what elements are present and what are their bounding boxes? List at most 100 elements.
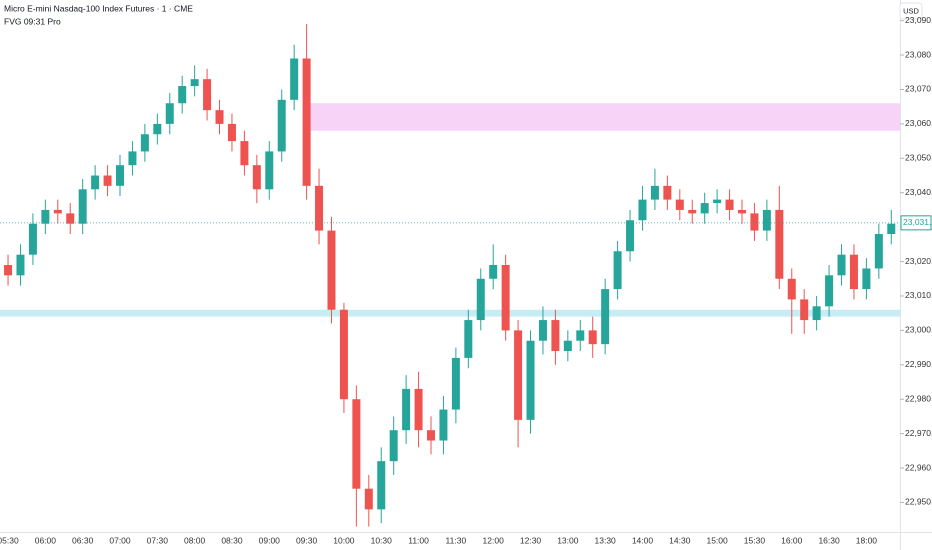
y-tick-label: 22,960.00 — [905, 462, 932, 472]
candle-body — [402, 388, 411, 431]
chart-title: Micro E-mini Nasdaq-100 Index Futures · … — [4, 3, 193, 13]
candle-body — [563, 340, 572, 352]
candle-body — [116, 165, 124, 186]
x-tick-label: 06:00 — [35, 535, 57, 545]
candle-body — [738, 209, 746, 214]
candle-body — [215, 110, 224, 124]
candle-body — [775, 209, 784, 279]
last-price-box — [900, 215, 932, 231]
candle-body — [165, 103, 174, 124]
zones — [0, 103, 901, 317]
x-tick-label: 11:00 — [408, 535, 429, 545]
candle-body — [103, 175, 112, 186]
candle-body — [588, 330, 597, 345]
candle-body — [713, 199, 722, 204]
candle-body — [638, 199, 647, 221]
x-tick-label: 06:30 — [72, 535, 94, 545]
candle-body — [315, 185, 324, 231]
y-tick-label: 23,070.00 — [905, 84, 932, 94]
candle-body — [352, 399, 361, 489]
candle-body — [464, 320, 473, 358]
x-tick-label: 09:30 — [296, 535, 318, 545]
candle-body — [178, 86, 187, 104]
candle-body — [53, 209, 62, 214]
x-tick-label: 09:00 — [259, 535, 281, 545]
y-tick-label: 23,000.00 — [905, 325, 932, 335]
candle-body — [128, 151, 137, 166]
zone — [308, 103, 901, 131]
candle-body — [849, 254, 858, 290]
candle-body — [601, 289, 610, 345]
x-tick-label: 16:30 — [818, 535, 840, 545]
currency-label[interactable]: USD — [903, 6, 919, 15]
x-tick-label: 13:00 — [557, 535, 579, 545]
x-tick-label: 18:00 — [856, 535, 878, 545]
candle-body — [675, 199, 684, 210]
x-tick-label: 15:00 — [706, 535, 728, 545]
indicator-label: FVG 09:31 Pro — [4, 16, 61, 26]
candle-body — [302, 58, 311, 186]
candle-body — [750, 213, 759, 231]
candle-body — [538, 320, 547, 341]
candle-body — [277, 99, 286, 152]
candle-body — [140, 134, 149, 152]
candle-body — [16, 254, 25, 276]
candle-body — [153, 123, 162, 135]
candle-body — [725, 199, 734, 210]
candle-body — [787, 278, 796, 300]
candle-body — [862, 268, 871, 290]
candle-body — [650, 185, 659, 200]
candle-body — [874, 234, 883, 269]
candle-body — [240, 141, 249, 166]
candle-body — [427, 430, 435, 441]
candle-body — [339, 309, 348, 400]
y-tick-label: 23,090.00 — [905, 15, 932, 25]
candle-body — [663, 185, 672, 200]
candle-body — [613, 251, 622, 290]
x-tick-label: 07:30 — [147, 535, 169, 545]
candle-body — [28, 223, 37, 255]
candle-body — [377, 461, 386, 510]
candle-body — [837, 254, 846, 276]
candle-body — [227, 123, 236, 142]
candle-body — [812, 306, 821, 321]
x-tick-label: 12:00 — [483, 535, 505, 545]
x-tick-label: 10:00 — [333, 535, 355, 545]
y-tick-label: 22,950.00 — [905, 497, 932, 507]
y-tick-label: 23,020.00 — [905, 256, 932, 266]
candle-body — [476, 278, 485, 321]
candle-body — [551, 320, 560, 352]
y-tick-label: 22,980.00 — [905, 393, 932, 403]
zone — [0, 309, 900, 317]
candle-body — [825, 275, 834, 307]
candle-body — [290, 58, 299, 100]
currency-button[interactable] — [899, 2, 923, 20]
x-tick-label: 16:00 — [781, 535, 803, 545]
x-tick-label: 14:00 — [632, 535, 654, 545]
y-tick-label: 23,040.00 — [905, 187, 932, 197]
candle-body — [389, 430, 398, 462]
candle-body — [700, 203, 709, 214]
candle-body — [78, 189, 87, 224]
y-tick-label: 22,970.00 — [905, 428, 932, 438]
y-tick-label: 23,080.00 — [905, 49, 932, 59]
candle-body — [439, 409, 448, 441]
candle-body — [364, 488, 373, 510]
candle-body — [190, 79, 199, 87]
candle-body — [66, 213, 75, 224]
candle-body — [252, 165, 261, 190]
candle-body — [688, 209, 697, 214]
x-tick-label: 10:30 — [371, 535, 393, 545]
last-price-label: 23,031.25 — [903, 217, 932, 227]
candle-body — [451, 357, 460, 410]
x-tick-label: 15:30 — [744, 535, 766, 545]
candle-body — [887, 223, 896, 235]
candle-body — [576, 330, 585, 341]
y-tick-label: 23,060.00 — [905, 118, 932, 128]
candle-body — [4, 265, 13, 276]
x-tick-label: 08:00 — [184, 535, 206, 545]
x-tick-label: 12:30 — [520, 535, 542, 545]
x-tick-label: 11:30 — [446, 535, 467, 545]
candle-body — [91, 175, 100, 190]
